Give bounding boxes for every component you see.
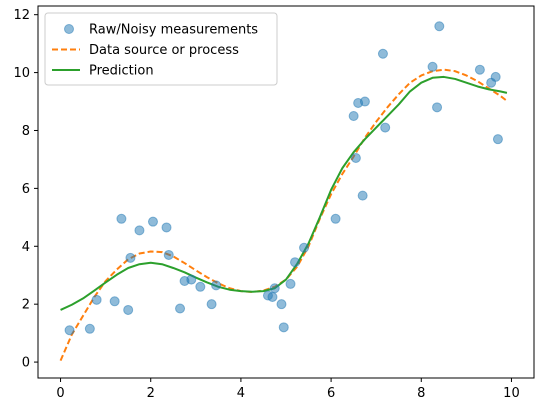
- measurement-point: [134, 225, 145, 236]
- measurement-point: [64, 325, 75, 336]
- measurement-point: [91, 294, 102, 305]
- measurement-point: [123, 304, 134, 315]
- y-axis: 0 2 4 6 8 10 12: [13, 8, 38, 371]
- y-tick-label: 12: [13, 8, 30, 23]
- measurement-point: [490, 71, 501, 82]
- measurement-point: [161, 222, 172, 233]
- x-tick-label: 8: [417, 386, 425, 401]
- measurement-point: [195, 281, 206, 292]
- legend-marker-raw: [64, 24, 74, 34]
- x-tick-label: 4: [237, 386, 245, 401]
- x-tick-label: 2: [147, 386, 155, 401]
- measurement-point: [278, 322, 289, 333]
- measurement-point: [175, 303, 186, 314]
- measurement-point: [330, 213, 341, 224]
- y-tick-label: 8: [22, 124, 30, 139]
- measurement-point: [290, 257, 301, 268]
- y-tick-label: 10: [13, 66, 30, 81]
- measurement-point: [163, 249, 174, 260]
- measurement-point: [377, 48, 388, 59]
- measurement-point: [434, 21, 445, 32]
- measurement-point: [276, 299, 287, 310]
- measurement-point: [492, 134, 503, 145]
- x-tick-label: 6: [327, 386, 335, 401]
- legend-label-prediction: Prediction: [89, 64, 154, 79]
- measurement-point: [350, 152, 361, 163]
- legend-box: [44, 12, 278, 86]
- measurement-point: [147, 216, 158, 227]
- measurement-point: [186, 274, 197, 285]
- measurement-point: [427, 61, 438, 72]
- measurement-point: [380, 122, 391, 133]
- measurement-point: [206, 299, 217, 310]
- y-tick-label: 6: [22, 182, 30, 197]
- x-tick-label: 10: [503, 386, 520, 401]
- measurement-point: [432, 102, 443, 113]
- x-tick-label: 0: [56, 386, 64, 401]
- measurement-point: [348, 111, 359, 122]
- measurement-point: [357, 190, 368, 201]
- source-process-line: [59, 68, 508, 362]
- measurement-point: [125, 252, 136, 263]
- measurement-point: [299, 242, 310, 253]
- measurement-point: [285, 278, 296, 289]
- y-tick-label: 0: [22, 356, 30, 371]
- measurement-point: [109, 296, 120, 307]
- measurement-point: [269, 283, 280, 294]
- measurement-point: [359, 96, 370, 107]
- legend-label-raw: Raw/Noisy measurements: [89, 23, 258, 38]
- legend: Raw/Noisy measurements Data source or pr…: [44, 12, 278, 86]
- measurement-point: [211, 280, 222, 291]
- measurement-point: [116, 213, 127, 224]
- y-tick-label: 2: [22, 298, 30, 313]
- x-axis: 0 2 4 6 8 10: [56, 378, 520, 401]
- prediction-line: [60, 75, 508, 311]
- plot-frame: [37, 5, 535, 379]
- measurement-point: [84, 323, 95, 334]
- measurement-point: [267, 291, 278, 302]
- y-tick-label: 4: [22, 240, 30, 255]
- legend-label-source: Data source or process: [89, 43, 239, 58]
- series-layer: [59, 21, 508, 362]
- measurement-point: [474, 64, 485, 75]
